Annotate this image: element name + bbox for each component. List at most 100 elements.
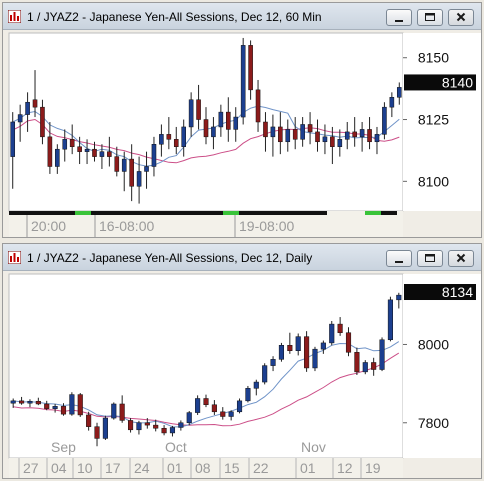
session-bar-segment <box>91 211 223 215</box>
candle-body <box>35 400 41 405</box>
candle-body <box>144 422 150 426</box>
candle-body <box>173 139 179 147</box>
candle-body <box>151 144 157 167</box>
window-title: 1 / JYAZ2 - Japanese Yen-All Sessions, D… <box>27 251 313 265</box>
close-button[interactable] <box>448 9 474 26</box>
close-icon <box>456 12 466 22</box>
candle-body <box>307 124 313 133</box>
window-title: 1 / JYAZ2 - Japanese Yen-All Sessions, D… <box>27 10 322 24</box>
candle-body <box>10 121 16 157</box>
candle-body <box>86 414 92 427</box>
candle-body <box>255 89 261 123</box>
candle-body <box>329 323 335 344</box>
candle-body <box>166 134 172 140</box>
maximize-icon <box>425 254 435 262</box>
candle-body <box>278 126 283 143</box>
candle-body <box>367 129 372 143</box>
candle-body <box>25 101 30 115</box>
session-bar-segment <box>223 211 239 215</box>
candle-body <box>287 345 293 351</box>
candle-body <box>40 106 45 138</box>
candle-body <box>354 352 360 373</box>
candle-body <box>44 403 50 409</box>
last-price-label: 8140 <box>442 74 473 90</box>
candle-body <box>169 427 176 434</box>
candle-body <box>359 129 365 138</box>
moving-average-slow <box>12 118 400 164</box>
candle-body <box>362 362 368 373</box>
candle-body <box>203 398 209 406</box>
minimize-button[interactable] <box>386 250 412 267</box>
candle-body <box>203 119 209 138</box>
x-tick-label: 04 <box>51 460 67 476</box>
chart-app-icon <box>8 251 21 264</box>
candle-body <box>240 45 246 118</box>
candle-body <box>270 126 276 138</box>
candle-body <box>322 136 328 143</box>
x-tick-label: 19 <box>365 460 381 476</box>
candle-body <box>153 424 159 429</box>
y-tick-label: 8150 <box>418 50 449 66</box>
candle-body <box>245 388 251 402</box>
candle-body <box>121 158 127 172</box>
price-chart-daily[interactable]: 8000 7800 8134 Sep Oct Nov 27 04 10 17 24 01 08 15 22 0… <box>3 272 481 478</box>
y-tick-label: 7800 <box>418 415 449 431</box>
candle-body <box>92 148 97 157</box>
candle-body <box>10 400 16 404</box>
y-tick-label: 8125 <box>418 112 449 128</box>
x-tick-label: 16-08:00 <box>99 218 154 234</box>
chart-window-60min: 1 / JYAZ2 - Japanese Yen-All Sessions, D… <box>2 2 482 238</box>
moving-average-fast <box>13 341 400 428</box>
candle-body <box>337 323 343 333</box>
candle-body <box>233 116 239 130</box>
candle-body <box>195 398 201 413</box>
session-bar-segment <box>31 211 75 215</box>
candle-body <box>55 148 60 167</box>
last-price-badge <box>404 74 476 91</box>
candle-body <box>304 336 310 369</box>
x-tick-label: 24 <box>134 460 150 476</box>
maximize-button[interactable] <box>417 250 443 267</box>
candle-body <box>19 400 25 404</box>
candle-body <box>127 420 134 431</box>
candle-body <box>186 412 192 424</box>
candle-body <box>226 111 231 130</box>
session-bar-segment <box>239 211 327 215</box>
candle-body <box>263 121 268 138</box>
close-button[interactable] <box>448 250 474 267</box>
minimize-icon <box>395 261 403 263</box>
plot-area <box>8 273 404 459</box>
candle-body <box>111 403 117 419</box>
candle-body <box>27 400 33 404</box>
candle-body <box>320 342 326 350</box>
candle-body <box>181 126 186 147</box>
candle-body <box>60 406 67 415</box>
candle-body <box>84 148 90 152</box>
candle-body <box>218 111 224 128</box>
x-tick-label: 20:00 <box>31 218 66 234</box>
price-chart-60min[interactable]: 8150 8125 8100 8140 20:00 16-08:00 19-08:00 <box>3 31 481 237</box>
y-tick-label: 8100 <box>418 173 449 189</box>
x-tick-label: 17 <box>105 460 121 476</box>
candle-body <box>77 394 83 416</box>
candle-body <box>228 411 234 417</box>
window-titlebar[interactable]: 1 / JYAZ2 - Japanese Yen-All Sessions, D… <box>3 244 481 271</box>
candle-body <box>32 99 38 108</box>
x-tick-label: 01 <box>167 460 183 476</box>
last-price-badge <box>404 284 476 301</box>
maximize-button[interactable] <box>417 9 443 26</box>
candle-body <box>178 422 184 428</box>
candle-body <box>345 332 352 353</box>
candle-body <box>114 156 120 172</box>
candle-body <box>295 336 301 351</box>
candle-body <box>69 394 75 415</box>
time-axis <box>9 211 403 237</box>
minimize-button[interactable] <box>386 9 412 26</box>
time-axis <box>9 458 403 478</box>
candle-body <box>389 97 395 108</box>
candle-body <box>371 362 377 370</box>
window-titlebar[interactable]: 1 / JYAZ2 - Japanese Yen-All Sessions, D… <box>3 3 481 30</box>
candle-body <box>99 151 105 157</box>
x-tick-label: 19-08:00 <box>239 218 294 234</box>
candle-body <box>382 106 387 135</box>
